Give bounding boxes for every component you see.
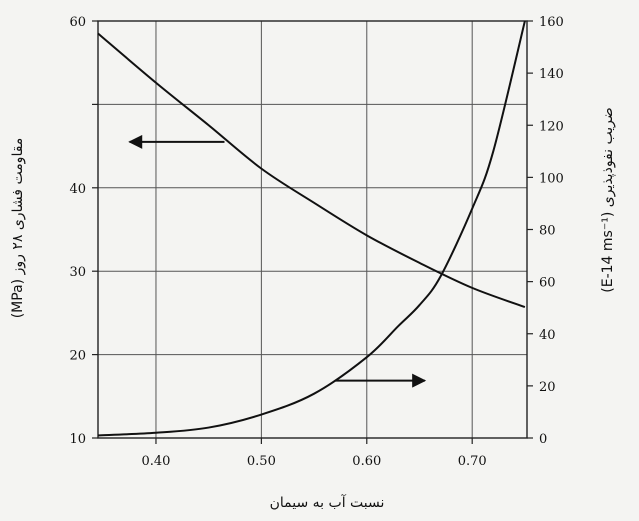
annotations bbox=[128, 134, 427, 388]
y-right-tick-label: 160 bbox=[539, 15, 564, 30]
y-right-tick-label: 140 bbox=[539, 67, 564, 82]
x-tick-label: 0.50 bbox=[247, 454, 276, 469]
y-left-tick-label: 10 bbox=[69, 432, 86, 447]
series-line-strength bbox=[97, 32, 526, 308]
y-left-tick-label: 40 bbox=[69, 182, 86, 197]
x-tick-label: 0.40 bbox=[141, 454, 170, 469]
y-left-tick-label: 30 bbox=[69, 265, 86, 280]
y-right-tick-label: 0 bbox=[539, 432, 547, 447]
y-left-tick-label: 20 bbox=[69, 349, 86, 364]
series bbox=[97, 20, 526, 437]
x-axis-title: نسبت آب به سیمان bbox=[270, 494, 385, 511]
axis-labels: نسبت آب به سیمان مقاومت فشاری ۲۸ روز (MP… bbox=[10, 107, 616, 511]
y-left-axis-title: مقاومت فشاری ۲۸ روز (MPa) bbox=[10, 138, 26, 319]
x-tick-label: 0.70 bbox=[458, 454, 487, 469]
y-right-tick-label: 120 bbox=[539, 119, 564, 134]
y-right-axis-title: ضریب نفوذپذیری (E-14 ms⁻¹) bbox=[600, 107, 616, 292]
y-right-tick-label: 80 bbox=[539, 224, 556, 239]
axes: 0.40 0.50 0.60 0.70 10 20 30 40 60 0 20 40 60 80 100 12… bbox=[69, 15, 563, 469]
y-right-tick-label: 60 bbox=[539, 276, 556, 291]
y-left-tick-label: 60 bbox=[69, 15, 86, 30]
series-line-permeability bbox=[97, 20, 526, 437]
y-right-tick-label: 40 bbox=[539, 328, 556, 343]
y-right-tick-label: 100 bbox=[539, 171, 564, 186]
y-right-tick-label: 20 bbox=[539, 380, 556, 395]
x-tick-label: 0.60 bbox=[352, 454, 381, 469]
